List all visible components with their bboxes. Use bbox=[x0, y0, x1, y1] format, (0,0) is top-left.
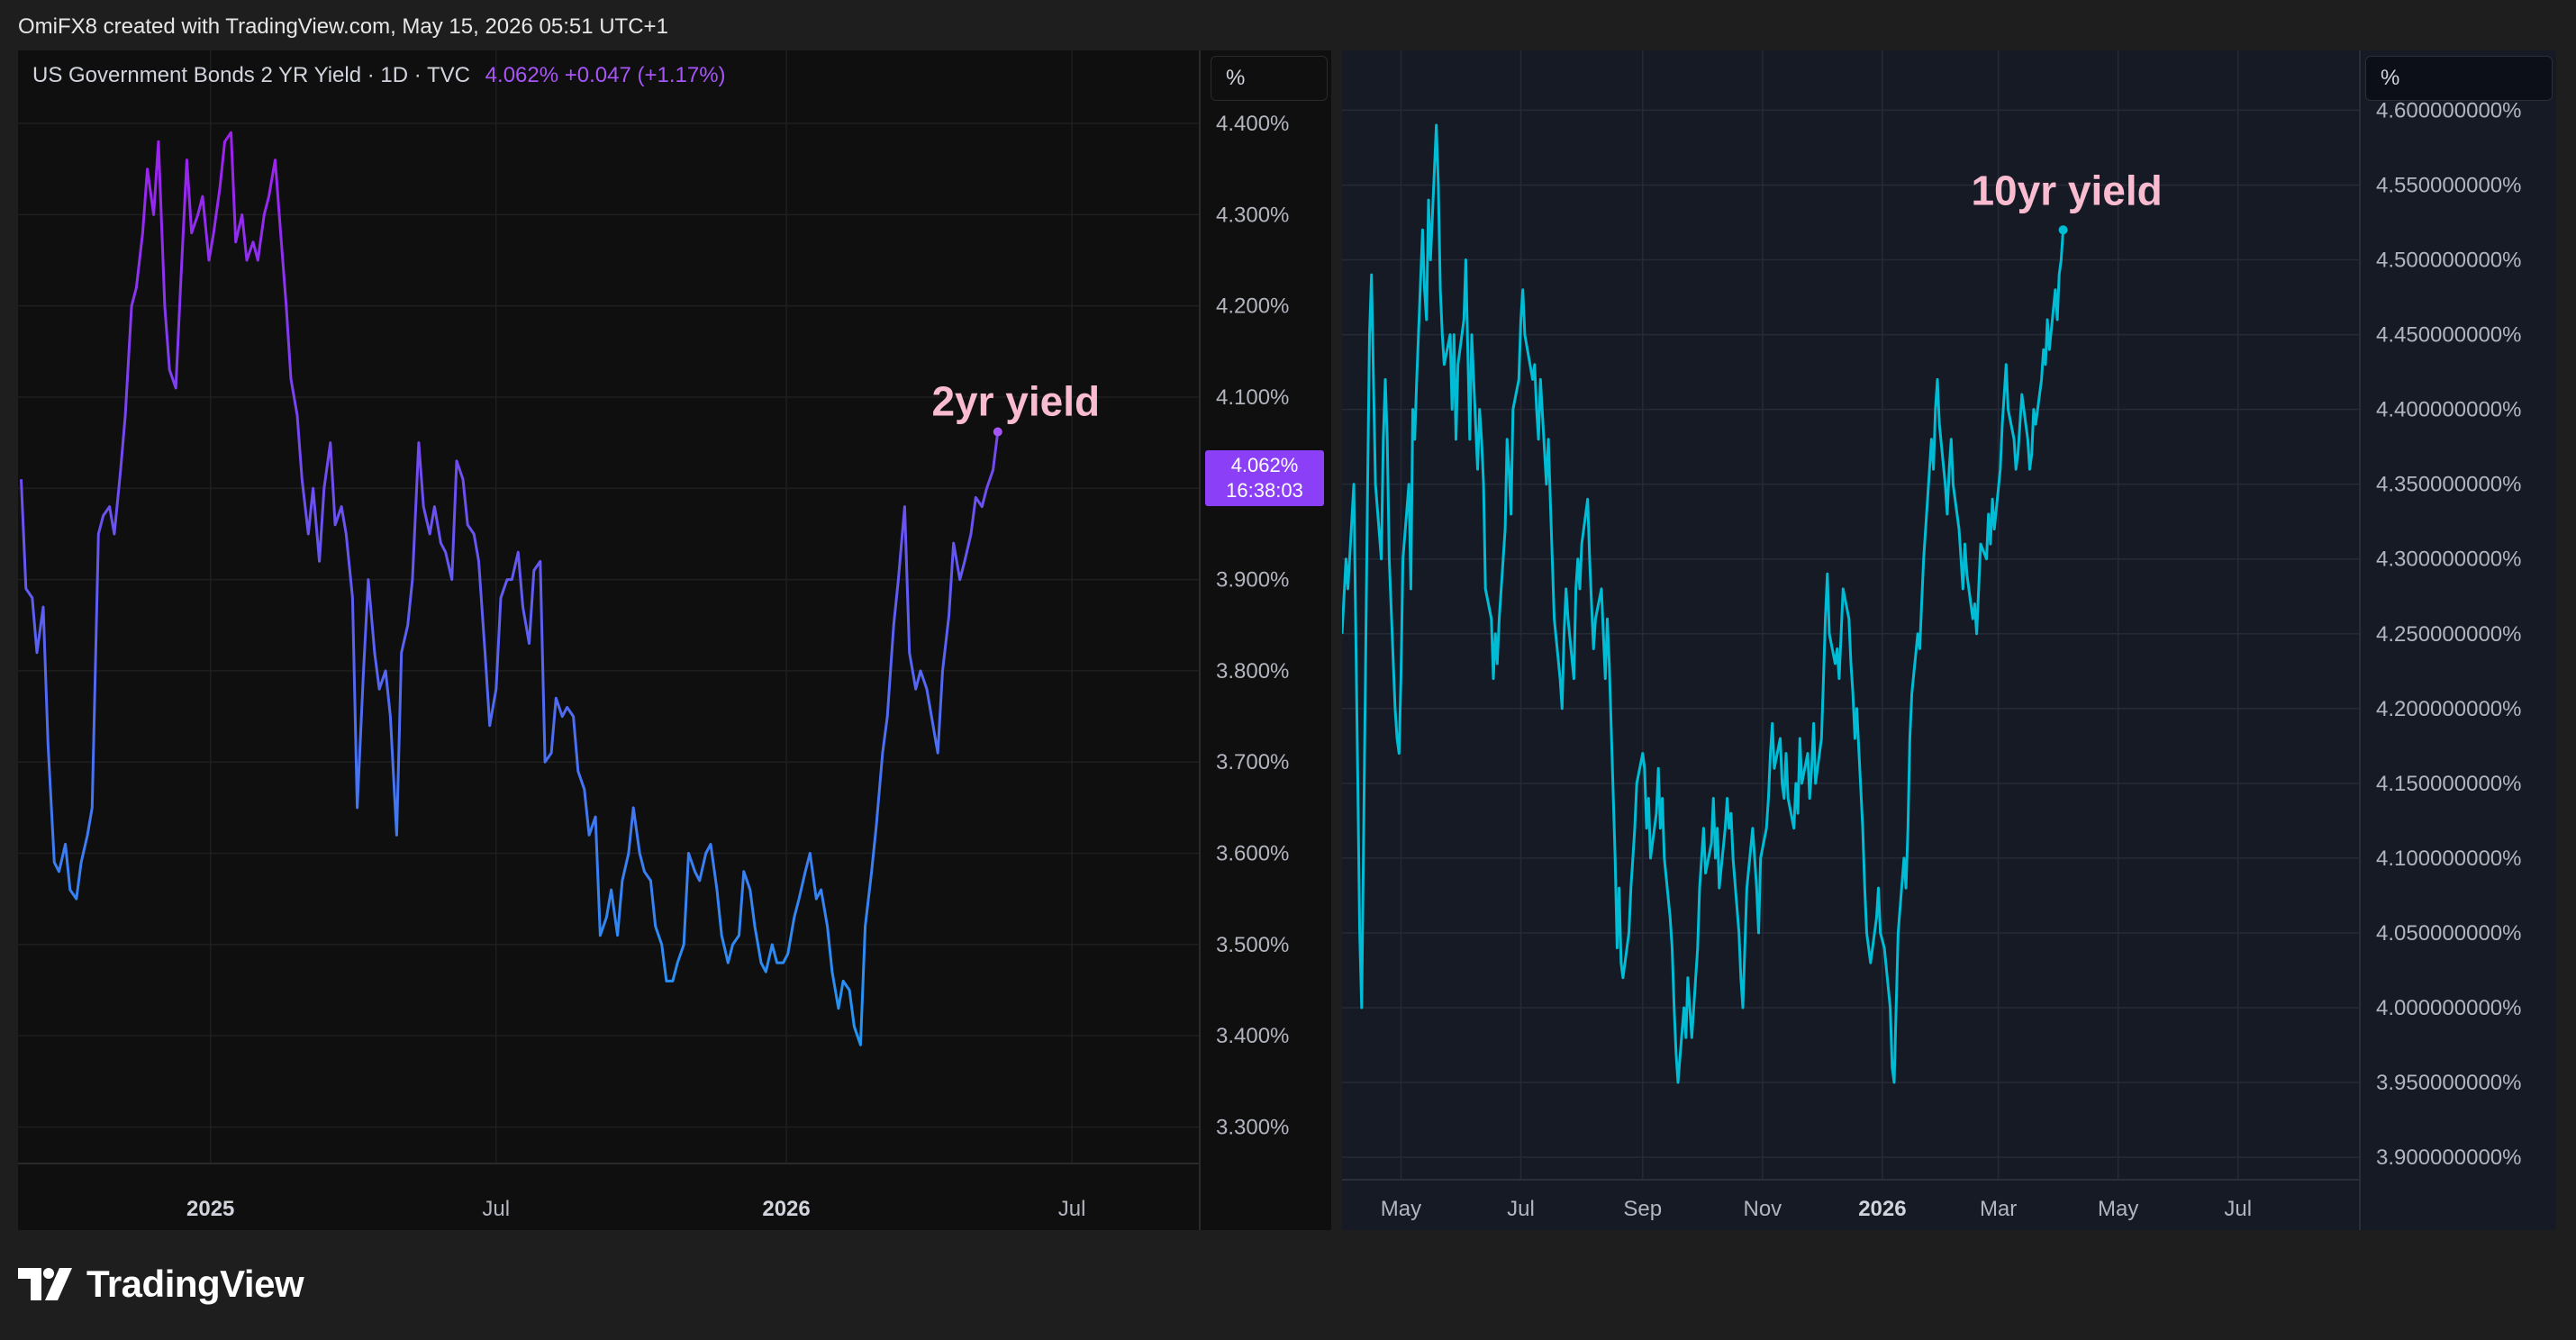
x-tick-label: 2026 bbox=[762, 1197, 810, 1221]
x-tick-label: 2026 bbox=[1858, 1197, 1906, 1221]
yield-series-line[interactable] bbox=[1342, 123, 2065, 1084]
y-tick-label: 3.300% bbox=[1216, 1115, 1289, 1139]
x-tick-label: Sep bbox=[1623, 1197, 1662, 1221]
chart-panel-10yr[interactable]: 4.600000000% 4.550000000% 4.500000000% 4.45… bbox=[1342, 50, 2556, 1230]
y-tick-label: 3.600% bbox=[1216, 842, 1289, 866]
y-tick-label: 3.800% bbox=[1216, 659, 1289, 684]
y-tick-label: 4.200000000% bbox=[2376, 697, 2521, 721]
series-legend: US Government Bonds 2 YR Yield · 1D · TV… bbox=[32, 63, 726, 88]
y-axis: 4.600000000% 4.550000000% 4.500000000% 4.45… bbox=[2376, 98, 2521, 1170]
y-tick-label: 4.550000000% bbox=[2376, 173, 2521, 197]
x-tick-label: Jul bbox=[1507, 1197, 1535, 1221]
y-tick-label: 4.300% bbox=[1216, 203, 1289, 227]
x-tick-label: Mar bbox=[1980, 1197, 2017, 1221]
last-point-marker bbox=[2058, 225, 2068, 235]
x-tick-label: May bbox=[1381, 1197, 1421, 1221]
y-tick-label: 4.600000000% bbox=[2376, 98, 2521, 122]
y-tick-label: 4.050000000% bbox=[2376, 921, 2521, 946]
y-tick-label: 4.100% bbox=[1216, 385, 1289, 410]
y-tick-label: 4.350000000% bbox=[2376, 473, 2521, 497]
y-tick-label: 4.400% bbox=[1216, 112, 1289, 136]
last-point-marker bbox=[993, 427, 1002, 437]
x-tick-label: Jul bbox=[2224, 1197, 2252, 1221]
y-tick-label: 4.200% bbox=[1216, 294, 1289, 319]
y-tick-label: 4.150000000% bbox=[2376, 772, 2521, 796]
y-tick-label: 4.400000000% bbox=[2376, 398, 2521, 422]
last-price-tag: 4.062% 16:38:03 bbox=[1205, 450, 1324, 506]
y-tick-label: 3.400% bbox=[1216, 1024, 1289, 1048]
y-tick-label: 4.300000000% bbox=[2376, 548, 2521, 572]
y-tick-label: 4.000000000% bbox=[2376, 996, 2521, 1020]
x-tick-label: May bbox=[2098, 1197, 2138, 1221]
x-tick-label: Nov bbox=[1743, 1197, 1782, 1221]
y-tick-label: 3.500% bbox=[1216, 933, 1289, 957]
legend-series-value: 4.062% +0.047 (+1.17%) bbox=[485, 63, 726, 87]
y-tick-label: 3.700% bbox=[1216, 750, 1289, 774]
chart-canvas-10yr[interactable]: 4.600000000% 4.550000000% 4.500000000% 4.45… bbox=[1342, 50, 2556, 1230]
unit-selector-button[interactable]: % bbox=[1211, 56, 1328, 101]
series-annotation: 2yr yield bbox=[931, 377, 1100, 424]
x-axis: 2025 Jul 2026 Jul bbox=[186, 1197, 1085, 1221]
chart-canvas-2yr[interactable]: 4.400%4.300%4.200%4.100%4.000%3.900%3.80… bbox=[18, 50, 1331, 1230]
y-tick-label: 4.450000000% bbox=[2376, 323, 2521, 348]
chart-credit-title: OmiFX8 created with TradingView.com, May… bbox=[18, 14, 668, 39]
y-tick-label: 3.900% bbox=[1216, 568, 1289, 593]
x-axis: May Jul Sep Nov 2026 Mar May Jul bbox=[1381, 1197, 2252, 1221]
x-tick-label: 2025 bbox=[186, 1197, 234, 1221]
bar-countdown: 16:38:03 bbox=[1226, 479, 1303, 502]
y-tick-label: 4.100000000% bbox=[2376, 847, 2521, 871]
yield-series-line[interactable] bbox=[20, 131, 1000, 1046]
unit-selector-button[interactable]: % bbox=[2365, 56, 2553, 101]
y-tick-label: 3.900000000% bbox=[2376, 1145, 2521, 1170]
tradingview-brand: TradingView bbox=[86, 1263, 304, 1305]
x-tick-label: Jul bbox=[482, 1197, 510, 1221]
y-tick-label: 4.500000000% bbox=[2376, 249, 2521, 273]
legend-series-name: US Government Bonds 2 YR Yield · 1D · TV… bbox=[32, 63, 470, 87]
y-axis: 4.400%4.300%4.200%4.100%4.000%3.900%3.80… bbox=[1216, 112, 1289, 1139]
y-tick-label: 4.250000000% bbox=[2376, 622, 2521, 647]
tradingview-logo-icon bbox=[18, 1268, 72, 1300]
series-annotation: 10yr yield bbox=[1971, 167, 2162, 213]
chart-panel-2yr[interactable]: 4.400%4.300%4.200%4.100%4.000%3.900%3.80… bbox=[18, 50, 1331, 1230]
last-price-value: 4.062% bbox=[1230, 454, 1299, 476]
x-tick-label: Jul bbox=[1058, 1197, 1086, 1221]
y-tick-label: 3.950000000% bbox=[2376, 1071, 2521, 1095]
top-bar: OmiFX8 created with TradingView.com, May… bbox=[0, 0, 2576, 52]
